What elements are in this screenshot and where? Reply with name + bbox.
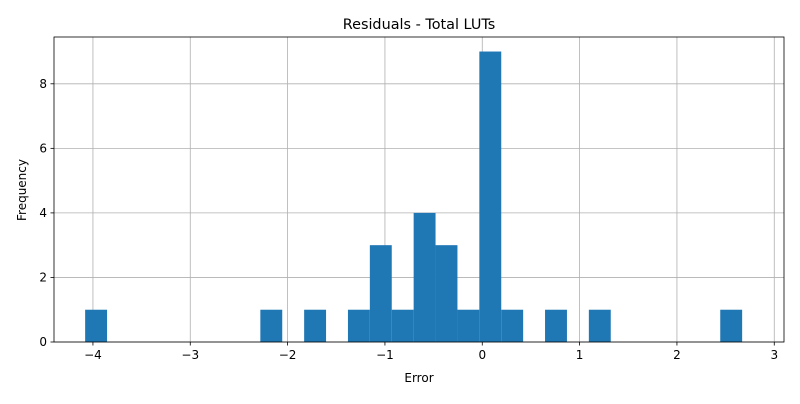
- x-axis-label: Error: [404, 371, 433, 385]
- y-axis-ticks: 0 2 4 6 8: [39, 77, 54, 349]
- x-tick-label-6: 2: [673, 348, 681, 362]
- histogram-bar-17: [457, 309, 480, 342]
- x-tick-label-5: 1: [576, 348, 584, 362]
- histogram-bar-10: [304, 309, 327, 342]
- x-tick-label-0: −4: [84, 348, 102, 362]
- x-axis-ticks: −4 −3 −2 −1 0 1 2 3: [84, 342, 778, 362]
- histogram-bar-18: [479, 51, 502, 343]
- x-tick-label-4: 0: [478, 348, 486, 362]
- histogram-bar-29: [720, 309, 743, 342]
- x-tick-label-3: −1: [376, 348, 394, 362]
- histogram-bar-19: [501, 309, 524, 342]
- histogram-bar-12: [347, 309, 370, 342]
- histogram-bar-15: [413, 212, 436, 342]
- histogram-bar-23: [588, 309, 611, 342]
- y-tick-label-0: 0: [39, 335, 47, 349]
- y-tick-label-1: 2: [39, 271, 47, 285]
- histogram-bars: [85, 51, 743, 343]
- y-tick-label-3: 6: [39, 142, 47, 156]
- histogram-bar-0: [85, 309, 108, 342]
- x-tick-label-2: −2: [279, 348, 297, 362]
- x-tick-label-1: −3: [181, 348, 199, 362]
- histogram-bar-8: [260, 309, 283, 342]
- chart-title: Residuals - Total LUTs: [343, 17, 496, 33]
- y-axis-label: Frequency: [15, 159, 29, 221]
- histogram-bar-21: [545, 309, 567, 342]
- histogram-bar-14: [391, 309, 414, 342]
- y-tick-label-2: 4: [39, 206, 47, 220]
- histogram-bar-13: [369, 245, 392, 342]
- plot-frame: [53, 36, 785, 343]
- y-tick-label-4: 8: [39, 77, 47, 91]
- x-tick-label-7: 3: [770, 348, 778, 362]
- histogram-bar-16: [435, 245, 458, 342]
